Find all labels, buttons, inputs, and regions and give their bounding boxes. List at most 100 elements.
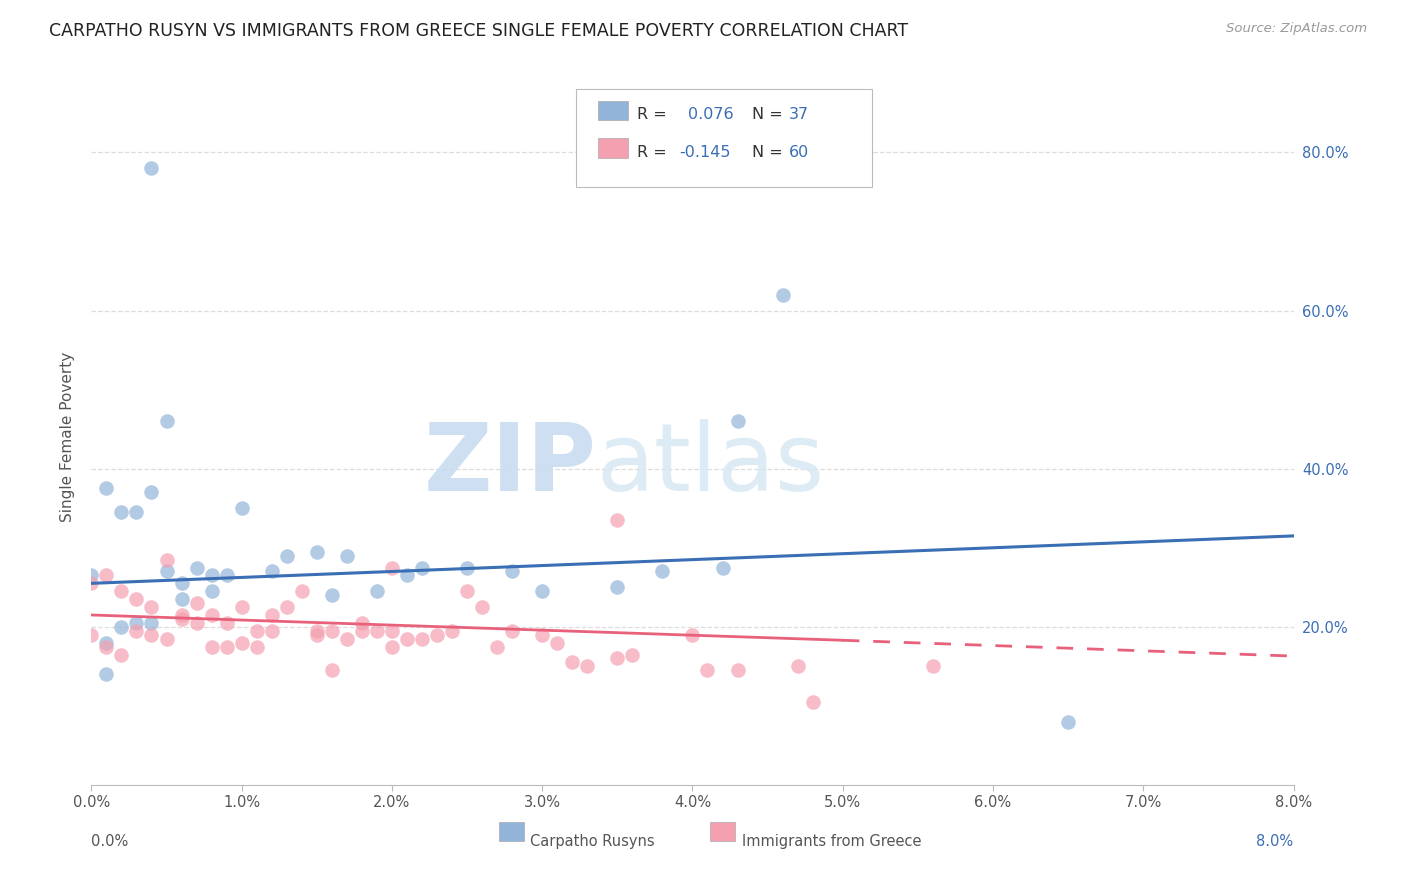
Point [96, 640, 118, 654]
Point [125, 592, 148, 607]
Point [141, 485, 163, 500]
Point [186, 615, 208, 630]
Point [96, 667, 118, 681]
Point [80, 568, 103, 582]
Point [471, 600, 494, 615]
Point [110, 505, 132, 519]
Point [486, 640, 509, 654]
Point [786, 659, 808, 673]
Point [80, 576, 103, 591]
Text: 8.0%: 8.0% [1257, 834, 1294, 849]
Point [141, 161, 163, 176]
Point [727, 414, 749, 428]
Point [336, 549, 359, 563]
Point [231, 600, 253, 615]
Text: R =: R = [637, 107, 676, 122]
Point [772, 287, 794, 301]
Point [155, 552, 177, 566]
Text: -0.145: -0.145 [679, 145, 731, 160]
Point [606, 513, 628, 527]
Point [381, 624, 404, 638]
Point [260, 565, 283, 579]
Text: ZIP: ZIP [423, 419, 596, 511]
Point [110, 648, 132, 662]
Point [96, 635, 118, 649]
Y-axis label: Single Female Poverty: Single Female Poverty [60, 352, 76, 522]
Point [305, 628, 328, 642]
Point [456, 560, 478, 574]
Point [96, 482, 118, 496]
Point [125, 624, 148, 638]
Point [440, 624, 463, 638]
Text: 37: 37 [789, 107, 808, 122]
Point [711, 560, 734, 574]
Point [350, 615, 373, 630]
Point [321, 624, 343, 638]
Point [681, 628, 703, 642]
Point [170, 592, 193, 607]
Point [246, 640, 269, 654]
Point [606, 580, 628, 594]
Point [155, 565, 177, 579]
Point [456, 584, 478, 599]
Point [922, 659, 945, 673]
Point [125, 615, 148, 630]
Point [321, 588, 343, 602]
Text: Source: ZipAtlas.com: Source: ZipAtlas.com [1226, 22, 1367, 36]
Point [186, 596, 208, 610]
Point [291, 584, 314, 599]
Point [260, 607, 283, 622]
Point [606, 651, 628, 665]
Point [246, 624, 269, 638]
Point [501, 565, 523, 579]
Text: Carpatho Rusyns: Carpatho Rusyns [530, 834, 655, 849]
Point [170, 576, 193, 591]
Text: Immigrants from Greece: Immigrants from Greece [742, 834, 922, 849]
Point [155, 632, 177, 646]
Point [260, 624, 283, 638]
Point [215, 615, 238, 630]
Point [366, 624, 388, 638]
Point [276, 549, 298, 563]
Point [621, 648, 644, 662]
Text: 0.076: 0.076 [688, 107, 733, 122]
Point [141, 628, 163, 642]
Point [141, 615, 163, 630]
Text: N =: N = [752, 107, 789, 122]
Point [201, 568, 224, 582]
Point [561, 656, 583, 670]
Point [531, 628, 554, 642]
Point [696, 663, 718, 677]
Text: atlas: atlas [596, 419, 824, 511]
Point [305, 624, 328, 638]
Point [801, 695, 824, 709]
Point [170, 612, 193, 626]
Point [201, 640, 224, 654]
Point [110, 620, 132, 634]
Point [531, 584, 554, 599]
Point [411, 560, 433, 574]
Point [215, 640, 238, 654]
Point [231, 501, 253, 516]
Point [201, 607, 224, 622]
Point [80, 628, 103, 642]
Point [366, 584, 388, 599]
Point [651, 565, 673, 579]
Point [201, 584, 224, 599]
Point [395, 632, 418, 646]
Point [186, 560, 208, 574]
Point [395, 568, 418, 582]
Point [125, 505, 148, 519]
Point [110, 584, 132, 599]
Point [141, 600, 163, 615]
Point [231, 635, 253, 649]
Point [305, 545, 328, 559]
Point [546, 635, 568, 649]
Text: 0.0%: 0.0% [91, 834, 128, 849]
Point [576, 659, 599, 673]
Point [501, 624, 523, 638]
Text: CARPATHO RUSYN VS IMMIGRANTS FROM GREECE SINGLE FEMALE POVERTY CORRELATION CHART: CARPATHO RUSYN VS IMMIGRANTS FROM GREECE… [49, 22, 908, 40]
Point [381, 560, 404, 574]
Point [426, 628, 449, 642]
Point [411, 632, 433, 646]
